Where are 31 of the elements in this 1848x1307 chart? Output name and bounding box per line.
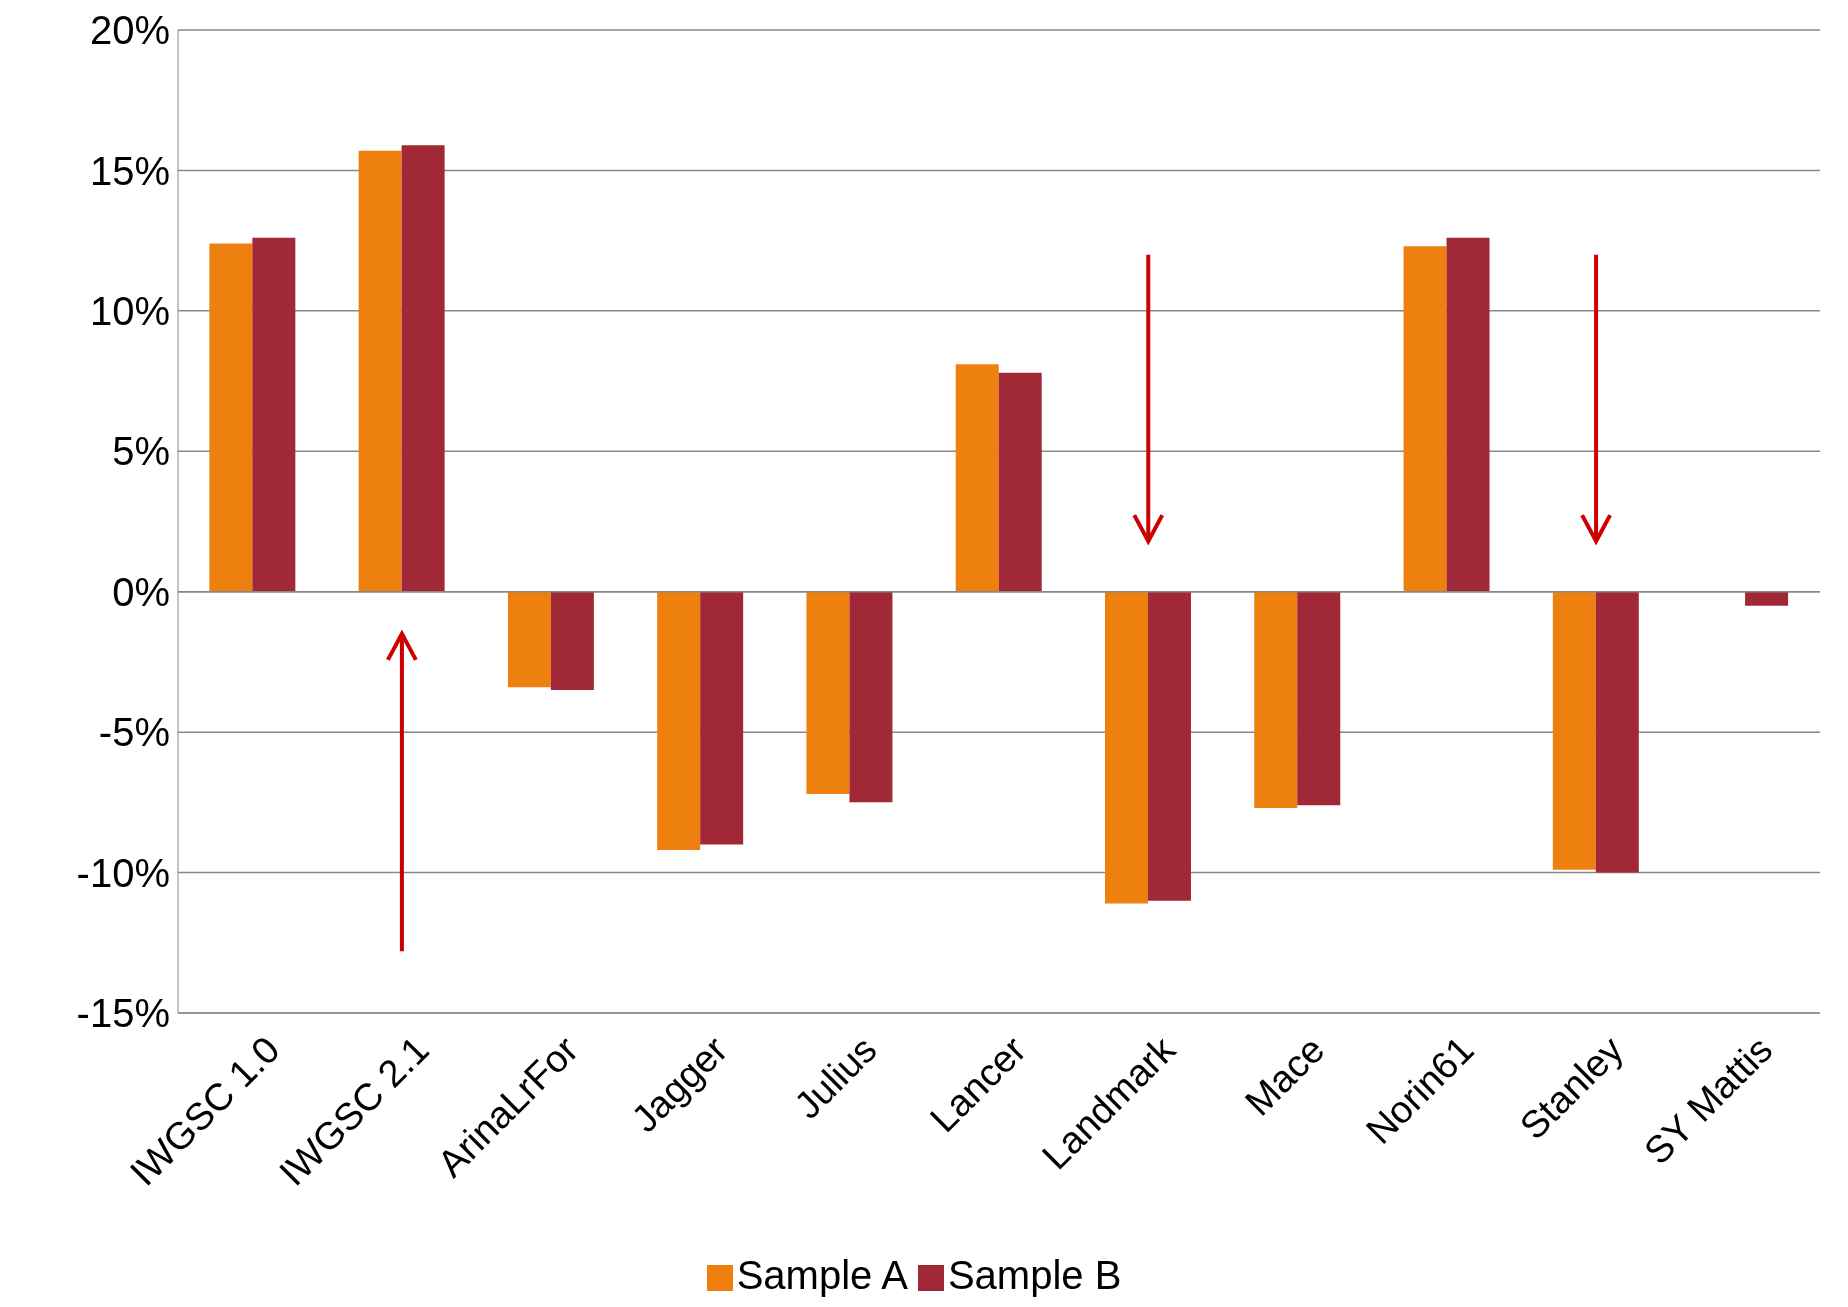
bar	[1446, 237, 1490, 592]
bar	[358, 150, 402, 592]
bar	[507, 591, 551, 688]
bar	[1104, 591, 1148, 904]
bar	[401, 145, 445, 592]
bar	[1595, 591, 1639, 873]
bar	[1552, 591, 1596, 870]
bar	[806, 591, 850, 794]
y-tick-label: 0%	[112, 569, 170, 614]
bar	[1297, 591, 1341, 806]
bar	[1403, 246, 1447, 592]
y-tick-label: -10%	[76, 850, 170, 895]
bar	[700, 591, 744, 845]
bar	[1254, 591, 1298, 808]
bar	[998, 372, 1042, 592]
bar	[1745, 591, 1789, 606]
bar	[209, 243, 253, 592]
bar	[657, 591, 701, 851]
y-tick-label: -5%	[98, 710, 170, 755]
y-tick-label: 10%	[89, 289, 170, 334]
y-tick-label: -15%	[76, 991, 170, 1036]
bar	[252, 237, 296, 592]
legend-label: Sample A	[736, 1253, 908, 1297]
legend-label: Sample B	[947, 1253, 1122, 1297]
y-tick-label: 15%	[89, 148, 170, 193]
bar	[955, 364, 999, 592]
y-tick-label: 20%	[89, 8, 170, 53]
bar	[849, 591, 893, 803]
bar	[550, 591, 594, 691]
bar	[1147, 591, 1191, 901]
y-tick-label: 5%	[112, 429, 170, 474]
